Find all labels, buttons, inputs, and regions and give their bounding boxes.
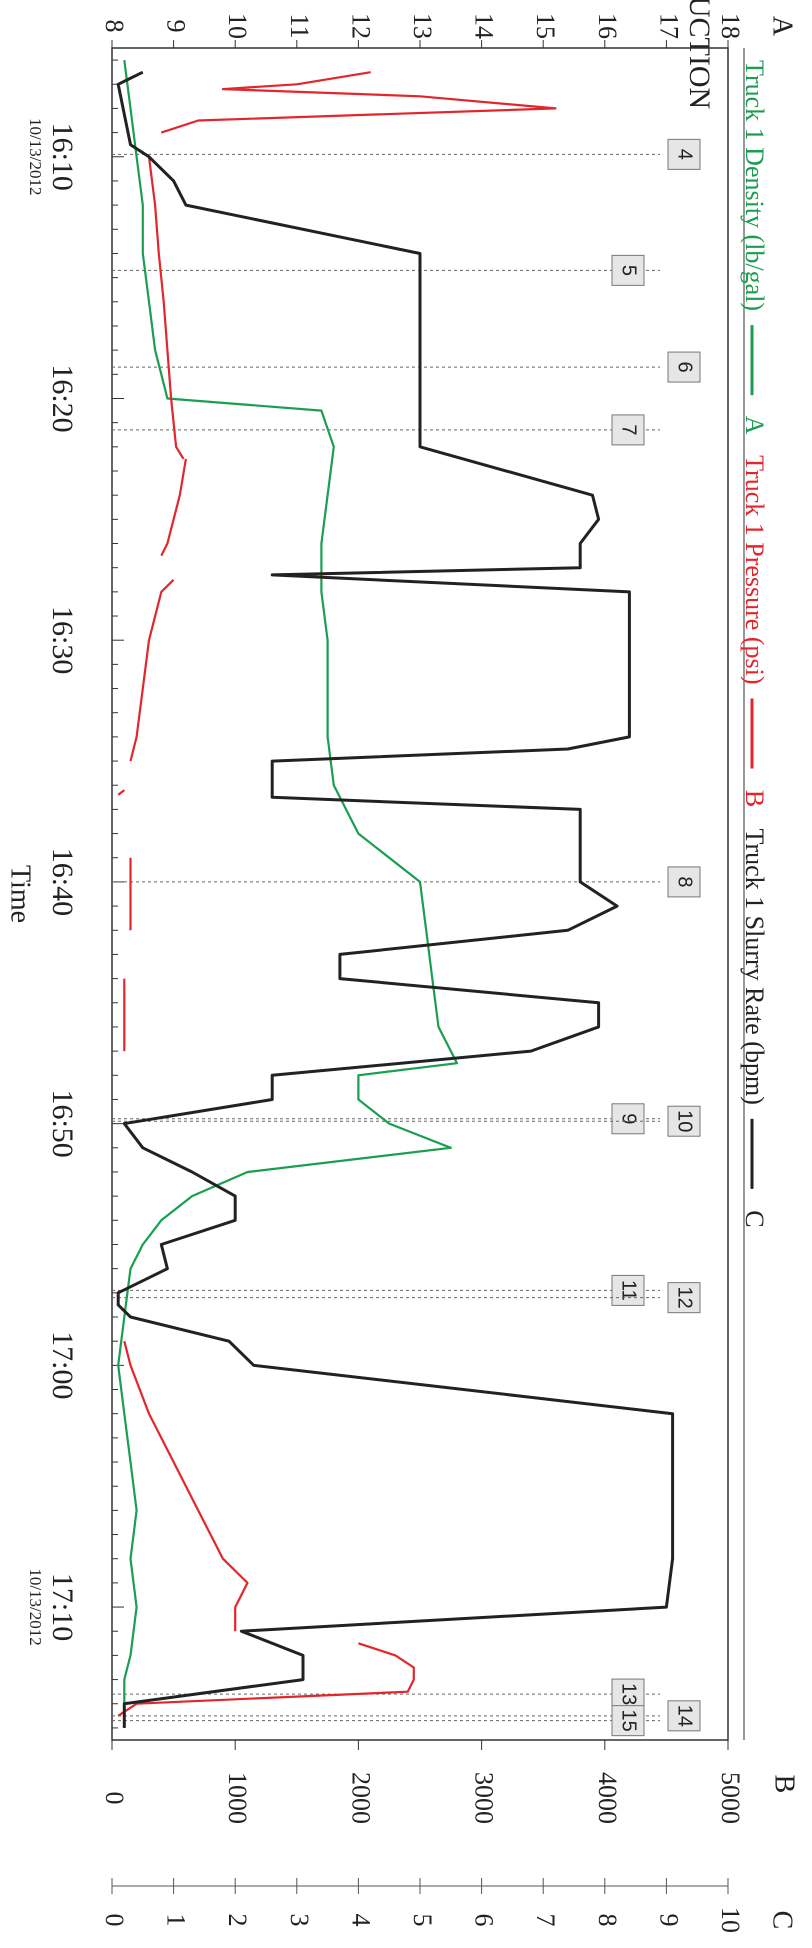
event-marker: 5 (611, 254, 645, 286)
event-marker: 14 (667, 1700, 701, 1732)
axis-b-tick-label: 2000 (346, 1772, 375, 1824)
axis-b-tick-label: 0 (100, 1792, 129, 1805)
event-marker: 13 (611, 1678, 645, 1710)
axis-b-letter: B (769, 1775, 800, 1794)
axis-a-tick-label: 9 (162, 20, 191, 33)
axis-a-tick-label: 11 (285, 13, 314, 38)
legend-axis-letter: C (740, 1210, 769, 1227)
event-box (667, 351, 701, 383)
axis-a-tick-label: 10 (223, 13, 252, 39)
event-label: 10 (674, 1110, 696, 1132)
axis-c-tick-label: 6 (470, 1914, 499, 1927)
event-label: 5 (618, 265, 640, 276)
event-box (611, 1103, 645, 1135)
event-marker: 9 (611, 1103, 645, 1135)
axis-c-tick-label: 2 (223, 1914, 252, 1927)
time-tick-label: 16:10 (46, 123, 79, 191)
event-box (611, 414, 645, 446)
time-tick-sublabel: 10/13/2012 (26, 118, 45, 195)
series-line (123, 1340, 249, 1632)
axis-a-tick-label: 14 (470, 13, 499, 39)
event-label: 14 (674, 1705, 696, 1727)
time-tick-label: 16:50 (46, 1089, 79, 1157)
time-tick-label: 16:20 (46, 364, 79, 432)
axis-a-letter: A (767, 16, 798, 37)
series-line (160, 458, 187, 557)
axis-c-tick-label: 3 (285, 1914, 314, 1927)
axis-c-tick-label: 10 (716, 1907, 745, 1933)
page-header: 4.5 PRODUCTION (683, 0, 716, 109)
event-label: 12 (674, 1287, 696, 1309)
event-label: 7 (618, 424, 640, 435)
event-box (611, 254, 645, 286)
axis-a-tick-label: 13 (408, 13, 437, 39)
axis-b-tick-label: 1000 (223, 1772, 252, 1824)
x-axis-label: Time (5, 865, 36, 923)
series-line (147, 156, 185, 460)
event-box (667, 866, 701, 898)
axis-b-tick-label: 4000 (593, 1772, 622, 1824)
axis-c-letter: C (767, 1911, 798, 1930)
event-label: 4 (674, 149, 696, 160)
legend-axis-letter: A (740, 416, 769, 435)
axis-a-tick-label: 15 (531, 13, 560, 39)
series-line (129, 579, 175, 762)
axis-c-tick-label: 7 (531, 1914, 560, 1927)
axis-c-tick-label: 1 (162, 1914, 191, 1927)
axis-b-tick-label: 5000 (716, 1772, 745, 1824)
time-tick-sublabel: 10/13/2012 (26, 1568, 45, 1645)
series-C (116, 70, 675, 1728)
event-box (667, 1105, 701, 1137)
time-tick-label: 17:00 (46, 1331, 79, 1399)
axis-c-tick-label: 4 (346, 1914, 375, 1927)
event-marker: 11 (611, 1274, 645, 1306)
time-tick-label: 17:10 (46, 1573, 79, 1641)
event-marker: 12 (667, 1282, 701, 1314)
axis-b-tick-label: 3000 (470, 1772, 499, 1824)
event-box (611, 1274, 645, 1306)
event-label: 15 (618, 1710, 640, 1732)
event-marker: 10 (667, 1105, 701, 1137)
time-tick-label: 16:40 (46, 848, 79, 916)
axis-c-tick-label: 8 (593, 1914, 622, 1927)
axis-a-tick-label: 18 (716, 13, 745, 39)
legend-label: Truck 1 Slurry Rate (bpm) (740, 829, 769, 1105)
legend-label: Truck 1 Density (lb/gal) (740, 60, 769, 311)
legend-axis-letter: B (740, 790, 769, 807)
axis-a-tick-label: 8 (100, 20, 129, 33)
time-tick-label: 16:30 (46, 606, 79, 674)
event-label: 9 (618, 1113, 640, 1124)
event-marker: 4 (667, 138, 701, 170)
axis-c-tick-label: 5 (408, 1914, 437, 1927)
event-box (611, 1678, 645, 1710)
event-box (611, 1705, 645, 1737)
series-line (116, 70, 675, 1728)
legend-label: Truck 1 Pressure (psi) (740, 455, 769, 684)
event-label: 6 (674, 362, 696, 373)
event-box (667, 1282, 701, 1314)
event-label: 13 (618, 1683, 640, 1705)
axis-c-tick-label: 0 (100, 1914, 129, 1927)
event-box (667, 1700, 701, 1732)
event-label: 11 (618, 1280, 640, 1301)
series-A (117, 59, 459, 1728)
axis-a-tick-label: 16 (593, 13, 622, 39)
event-marker: 15 (611, 1705, 645, 1737)
series-line (117, 59, 459, 1728)
series-line (117, 1642, 415, 1717)
event-box (667, 138, 701, 170)
axis-a-tick-label: 17 (654, 13, 683, 39)
series-line (160, 71, 557, 134)
series-B (117, 71, 557, 1717)
event-marker: 7 (611, 414, 645, 446)
event-label: 8 (674, 876, 696, 887)
axis-a-tick-label: 12 (346, 13, 375, 39)
event-marker: 6 (667, 351, 701, 383)
event-marker: 8 (667, 866, 701, 898)
axis-c-tick-label: 9 (654, 1914, 683, 1927)
series-line (117, 789, 125, 796)
